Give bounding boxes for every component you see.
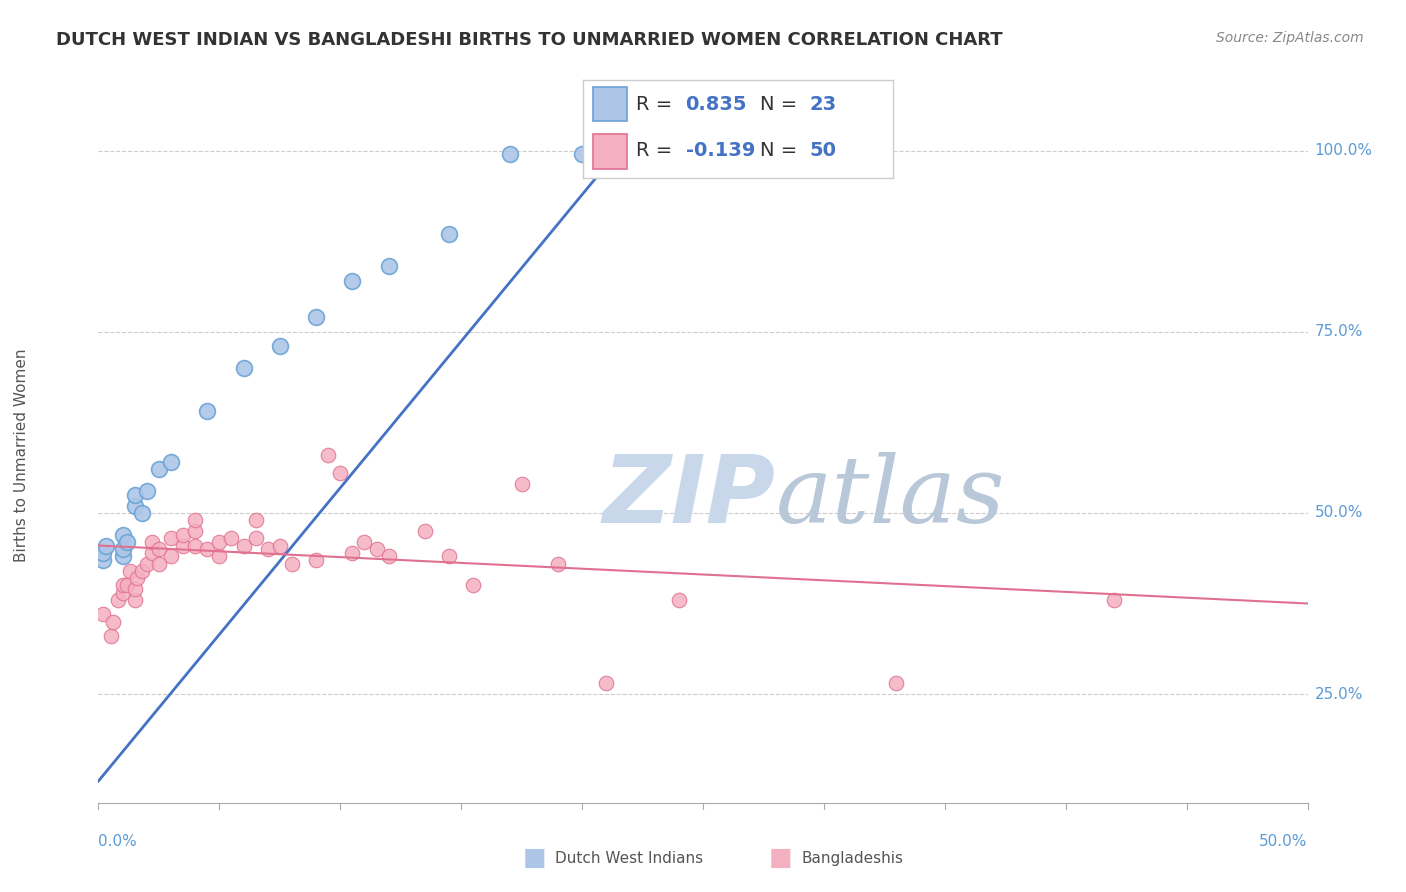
Point	[124, 592, 146, 607]
Point	[131, 506, 153, 520]
Point	[141, 546, 163, 560]
Point	[305, 553, 328, 567]
Text: N =: N =	[759, 141, 803, 160]
Point	[184, 524, 207, 538]
Point	[377, 549, 399, 564]
Point	[184, 539, 207, 553]
Text: atlas: atlas	[776, 451, 1005, 541]
Point	[269, 339, 291, 353]
Point	[172, 527, 194, 541]
Text: 75.0%: 75.0%	[1315, 324, 1362, 339]
Point	[127, 571, 149, 585]
Point	[91, 607, 114, 622]
Point	[221, 531, 243, 545]
Point	[111, 549, 134, 564]
Point	[135, 484, 157, 499]
Point	[437, 227, 460, 241]
Point	[232, 539, 254, 553]
Point	[1102, 592, 1125, 607]
Point	[91, 546, 114, 560]
Point	[208, 549, 231, 564]
Point	[118, 564, 141, 578]
Point	[342, 546, 364, 560]
Point	[245, 513, 267, 527]
Text: ZIP: ZIP	[603, 450, 776, 542]
Text: Bangladeshis: Bangladeshis	[801, 851, 904, 865]
Text: -0.139: -0.139	[686, 141, 755, 160]
Text: 50: 50	[810, 141, 837, 160]
Point	[111, 542, 134, 557]
Point	[886, 676, 908, 690]
Point	[141, 535, 163, 549]
Point	[124, 582, 146, 596]
Text: 100.0%: 100.0%	[1315, 143, 1372, 158]
Point	[117, 578, 139, 592]
Point	[353, 535, 375, 549]
Point	[547, 557, 569, 571]
Point	[269, 539, 291, 553]
Text: 23: 23	[810, 95, 837, 114]
Point	[160, 531, 183, 545]
Point	[94, 539, 117, 553]
Text: N =: N =	[759, 95, 803, 114]
Point	[510, 476, 533, 491]
Point	[101, 615, 124, 629]
Text: R =: R =	[636, 141, 679, 160]
Point	[124, 499, 146, 513]
Point	[195, 542, 218, 557]
Point	[607, 147, 630, 161]
Point	[366, 542, 388, 557]
Text: ■: ■	[523, 847, 546, 870]
Text: 0.835: 0.835	[686, 95, 747, 114]
Text: 50.0%: 50.0%	[1260, 834, 1308, 849]
Text: DUTCH WEST INDIAN VS BANGLADESHI BIRTHS TO UNMARRIED WOMEN CORRELATION CHART: DUTCH WEST INDIAN VS BANGLADESHI BIRTHS …	[56, 31, 1002, 49]
Point	[256, 542, 278, 557]
Text: R =: R =	[636, 95, 679, 114]
Point	[172, 539, 194, 553]
Point	[91, 553, 114, 567]
Point	[245, 531, 267, 545]
FancyBboxPatch shape	[593, 87, 627, 121]
Point	[184, 513, 207, 527]
FancyBboxPatch shape	[593, 134, 627, 169]
Point	[111, 527, 134, 541]
Point	[148, 557, 170, 571]
Point	[131, 564, 153, 578]
Text: ■: ■	[769, 847, 792, 870]
Point	[107, 592, 129, 607]
Text: 25.0%: 25.0%	[1315, 687, 1362, 702]
Text: Source: ZipAtlas.com: Source: ZipAtlas.com	[1216, 31, 1364, 45]
Point	[413, 524, 436, 538]
Point	[148, 462, 170, 476]
Point	[281, 557, 304, 571]
Point	[111, 578, 134, 592]
Point	[195, 404, 218, 418]
Point	[100, 629, 122, 643]
Point	[668, 592, 690, 607]
Text: 0.0%: 0.0%	[98, 834, 138, 849]
Point	[377, 260, 399, 274]
Point	[160, 549, 183, 564]
Text: Dutch West Indians: Dutch West Indians	[555, 851, 703, 865]
Point	[160, 455, 183, 469]
Point	[329, 466, 352, 480]
Point	[148, 542, 170, 557]
Point	[232, 361, 254, 376]
Point	[111, 585, 134, 599]
Text: Births to Unmarried Women: Births to Unmarried Women	[14, 348, 28, 562]
Point	[117, 535, 139, 549]
Point	[571, 147, 593, 161]
Point	[135, 557, 157, 571]
Point	[498, 147, 520, 161]
Point	[316, 448, 339, 462]
Point	[305, 310, 328, 325]
Point	[342, 274, 364, 288]
Point	[595, 676, 617, 690]
Point	[124, 488, 146, 502]
Point	[463, 578, 485, 592]
Text: 50.0%: 50.0%	[1315, 506, 1362, 520]
Point	[208, 535, 231, 549]
Point	[437, 549, 460, 564]
